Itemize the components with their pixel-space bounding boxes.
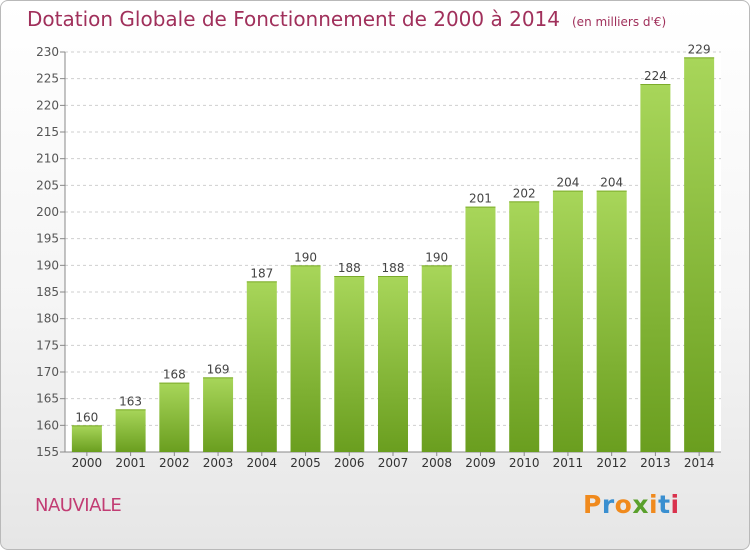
bar-value-label: 188 — [382, 261, 405, 275]
y-tick-label: 185 — [36, 285, 59, 299]
bar — [378, 276, 408, 452]
bar-value-label: 190 — [425, 250, 448, 264]
bar — [71, 425, 102, 452]
bar — [290, 265, 321, 452]
bar — [465, 206, 496, 452]
x-tick-label: 2014 — [684, 456, 715, 470]
y-tick-label: 170 — [36, 365, 59, 379]
title-row: Dotation Globale de Fonctionnement de 20… — [27, 7, 666, 31]
bar — [640, 84, 671, 452]
x-tick-label: 2013 — [640, 456, 671, 470]
y-tick-label: 175 — [36, 338, 59, 352]
x-tick-label: 2007 — [378, 456, 409, 470]
x-tick-label: 2010 — [509, 456, 540, 470]
logo-letter: t — [658, 490, 671, 519]
y-tick-label: 215 — [36, 125, 59, 139]
y-tick-label: 155 — [36, 445, 59, 459]
bar-value-label: 204 — [556, 176, 579, 190]
bar — [334, 276, 365, 452]
logo-letter: o — [614, 490, 633, 519]
y-tick-label: 220 — [36, 98, 59, 112]
bar-value-label: 190 — [294, 250, 317, 264]
bar — [509, 201, 540, 452]
logo-letter: i — [670, 490, 680, 519]
bar-value-label: 201 — [469, 192, 492, 206]
y-tick-label: 190 — [36, 258, 59, 272]
bar — [115, 409, 146, 452]
x-tick-label: 2001 — [115, 456, 146, 470]
proxiti-logo: Proxiti — [583, 490, 680, 519]
commune-name: NAUVIALE — [35, 495, 122, 516]
logo-letter: i — [649, 490, 659, 519]
bar — [159, 382, 190, 452]
bar — [203, 377, 234, 452]
bar-value-label: 163 — [119, 394, 142, 408]
bar-value-label: 224 — [644, 69, 667, 83]
x-tick-label: 2009 — [465, 456, 496, 470]
y-tick-label: 195 — [36, 232, 59, 246]
y-tick-label: 165 — [36, 392, 59, 406]
y-tick-label: 230 — [36, 45, 59, 59]
chart-title: Dotation Globale de Fonctionnement de 20… — [27, 7, 560, 31]
x-tick-label: 2005 — [290, 456, 321, 470]
x-tick-label: 2012 — [596, 456, 627, 470]
y-tick-label: 180 — [36, 312, 59, 326]
x-tick-label: 2002 — [159, 456, 190, 470]
x-tick-label: 2008 — [421, 456, 452, 470]
y-tick-label: 225 — [36, 72, 59, 86]
bar-value-label: 188 — [338, 261, 361, 275]
bar-value-label: 168 — [163, 368, 186, 382]
bar-value-label: 202 — [513, 186, 536, 200]
logo-letter: x — [632, 490, 649, 519]
x-tick-label: 2011 — [553, 456, 584, 470]
x-tick-label: 2006 — [334, 456, 365, 470]
y-tick-label: 205 — [36, 178, 59, 192]
logo-letter: P — [583, 490, 602, 519]
bar-value-label: 160 — [75, 410, 98, 424]
bar — [246, 281, 277, 452]
bar-value-label: 229 — [688, 42, 711, 56]
bar — [596, 190, 627, 452]
x-tick-label: 2003 — [203, 456, 234, 470]
bar-value-label: 204 — [600, 176, 623, 190]
logo-letter: r — [601, 490, 615, 519]
y-tick-label: 210 — [36, 152, 59, 166]
y-tick-label: 160 — [36, 418, 59, 432]
bar — [552, 190, 583, 452]
bar-value-label: 169 — [207, 362, 230, 376]
bar-value-label: 187 — [250, 266, 273, 280]
chart-unit-note: (en milliers d'€) — [572, 15, 667, 29]
x-tick-label: 2000 — [72, 456, 103, 470]
x-tick-label: 2004 — [247, 456, 278, 470]
y-tick-label: 200 — [36, 205, 59, 219]
bar — [421, 265, 452, 452]
bar — [684, 57, 715, 452]
